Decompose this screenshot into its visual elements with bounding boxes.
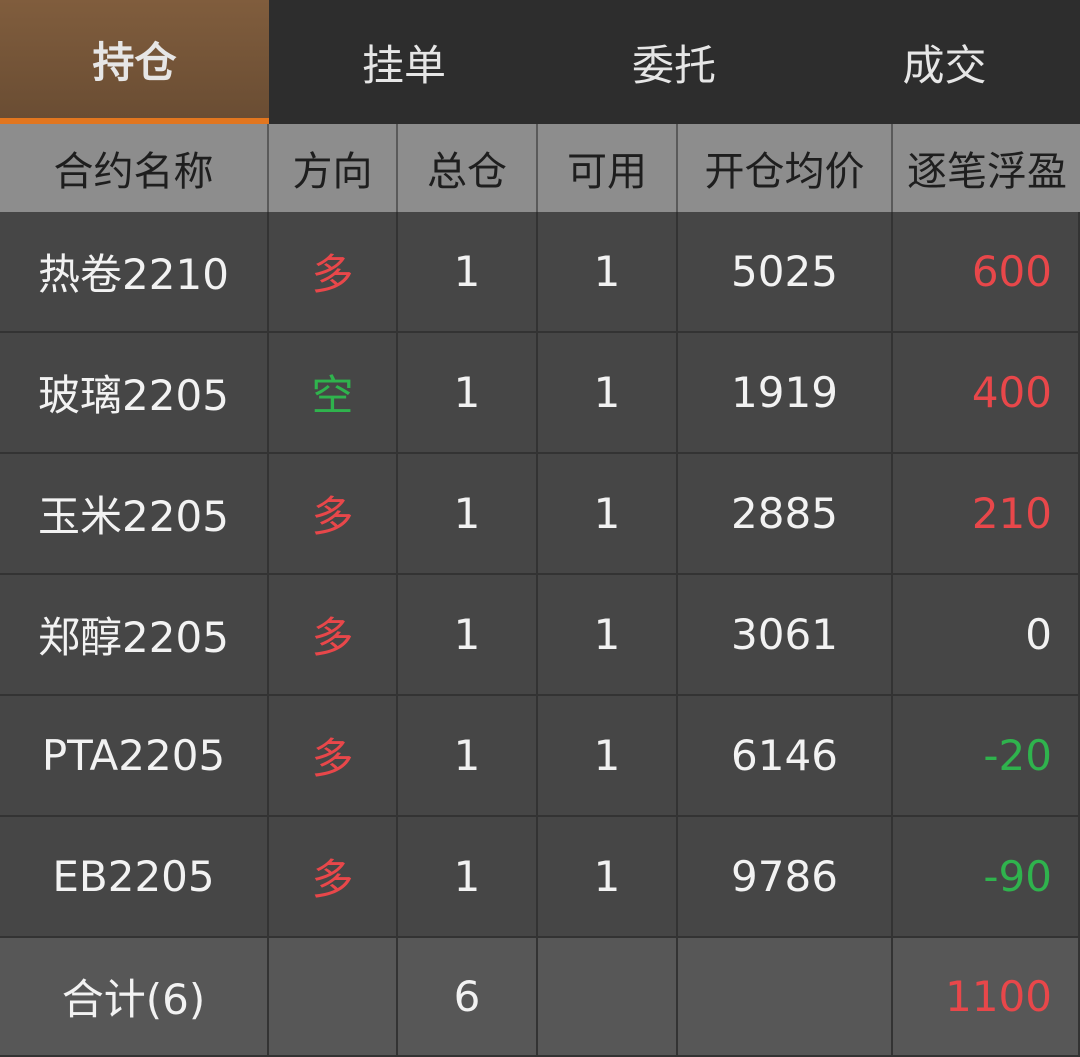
cell-available: 1 bbox=[538, 817, 678, 938]
cell-avg-price: 2885 bbox=[678, 454, 893, 575]
cell-avg-price: 9786 bbox=[678, 817, 893, 938]
cell-available: 1 bbox=[538, 696, 678, 817]
footer-cell bbox=[678, 938, 893, 1057]
cell-name: 热卷2210 bbox=[0, 212, 269, 333]
footer-total: 6 bbox=[398, 938, 538, 1057]
cell-avg-price: 6146 bbox=[678, 696, 893, 817]
cell-name: PTA2205 bbox=[0, 696, 269, 817]
column-header: 合约名称 bbox=[0, 124, 269, 212]
tab[interactable]: 挂单 bbox=[269, 0, 539, 124]
cell-direction: 多 bbox=[269, 212, 398, 333]
cell-total: 1 bbox=[398, 817, 538, 938]
cell-name: EB2205 bbox=[0, 817, 269, 938]
footer-cell bbox=[538, 938, 678, 1057]
cell-direction: 多 bbox=[269, 454, 398, 575]
cell-name: 玻璃2205 bbox=[0, 333, 269, 454]
cell-direction: 多 bbox=[269, 696, 398, 817]
column-header: 总仓 bbox=[398, 124, 538, 212]
cell-avg-price: 5025 bbox=[678, 212, 893, 333]
cell-pnl: 210 bbox=[893, 454, 1080, 575]
footer-cell bbox=[269, 938, 398, 1057]
footer-pnl: 1100 bbox=[893, 938, 1080, 1057]
cell-avg-price: 3061 bbox=[678, 575, 893, 696]
cell-available: 1 bbox=[538, 212, 678, 333]
cell-total: 1 bbox=[398, 212, 538, 333]
cell-direction: 空 bbox=[269, 333, 398, 454]
tab[interactable]: 持仓 bbox=[0, 0, 269, 124]
cell-total: 1 bbox=[398, 575, 538, 696]
cell-pnl: 0 bbox=[893, 575, 1080, 696]
footer-label: 合计(6) bbox=[0, 938, 269, 1057]
tab[interactable]: 成交 bbox=[809, 0, 1080, 124]
column-header: 逐笔浮盈 bbox=[893, 124, 1080, 212]
cell-available: 1 bbox=[538, 575, 678, 696]
cell-total: 1 bbox=[398, 333, 538, 454]
cell-pnl: -20 bbox=[893, 696, 1080, 817]
cell-direction: 多 bbox=[269, 575, 398, 696]
column-header: 开仓均价 bbox=[678, 124, 893, 212]
cell-name: 玉米2205 bbox=[0, 454, 269, 575]
cell-direction: 多 bbox=[269, 817, 398, 938]
tab[interactable]: 委托 bbox=[539, 0, 809, 124]
cell-total: 1 bbox=[398, 454, 538, 575]
cell-total: 1 bbox=[398, 696, 538, 817]
cell-available: 1 bbox=[538, 454, 678, 575]
cell-avg-price: 1919 bbox=[678, 333, 893, 454]
column-header: 方向 bbox=[269, 124, 398, 212]
column-header: 可用 bbox=[538, 124, 678, 212]
cell-available: 1 bbox=[538, 333, 678, 454]
cell-name: 郑醇2205 bbox=[0, 575, 269, 696]
cell-pnl: 400 bbox=[893, 333, 1080, 454]
cell-pnl: -90 bbox=[893, 817, 1080, 938]
cell-pnl: 600 bbox=[893, 212, 1080, 333]
